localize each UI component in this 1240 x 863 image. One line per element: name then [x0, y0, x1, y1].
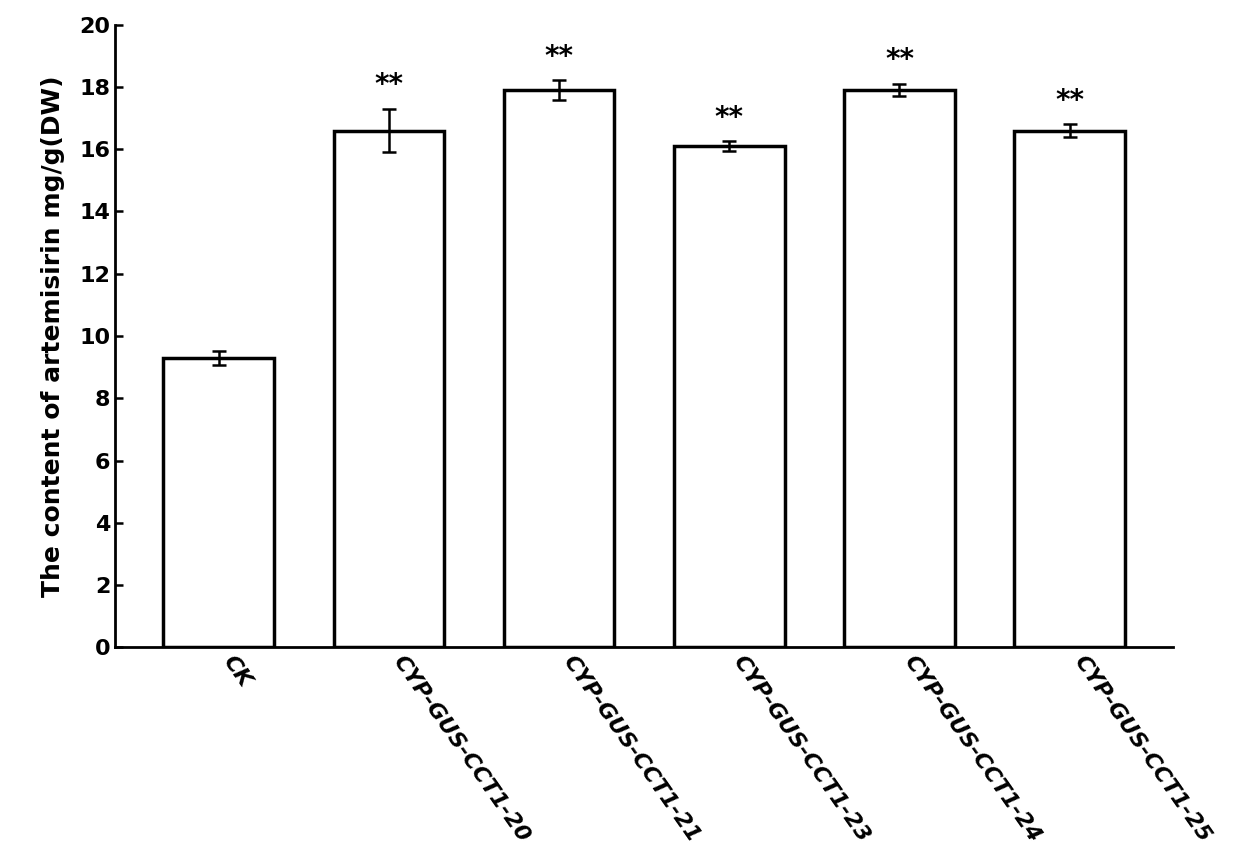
Bar — [844, 90, 955, 647]
Bar — [1014, 130, 1125, 647]
Text: **: ** — [374, 72, 403, 99]
Text: **: ** — [1055, 87, 1084, 115]
Text: **: ** — [714, 104, 744, 132]
Text: **: ** — [544, 43, 574, 71]
Bar — [503, 90, 614, 647]
Y-axis label: The content of artemisirin mg/g(DW): The content of artemisirin mg/g(DW) — [41, 75, 66, 597]
Bar — [675, 146, 785, 647]
Text: **: ** — [885, 47, 914, 74]
Bar — [334, 130, 444, 647]
Bar — [164, 358, 274, 647]
